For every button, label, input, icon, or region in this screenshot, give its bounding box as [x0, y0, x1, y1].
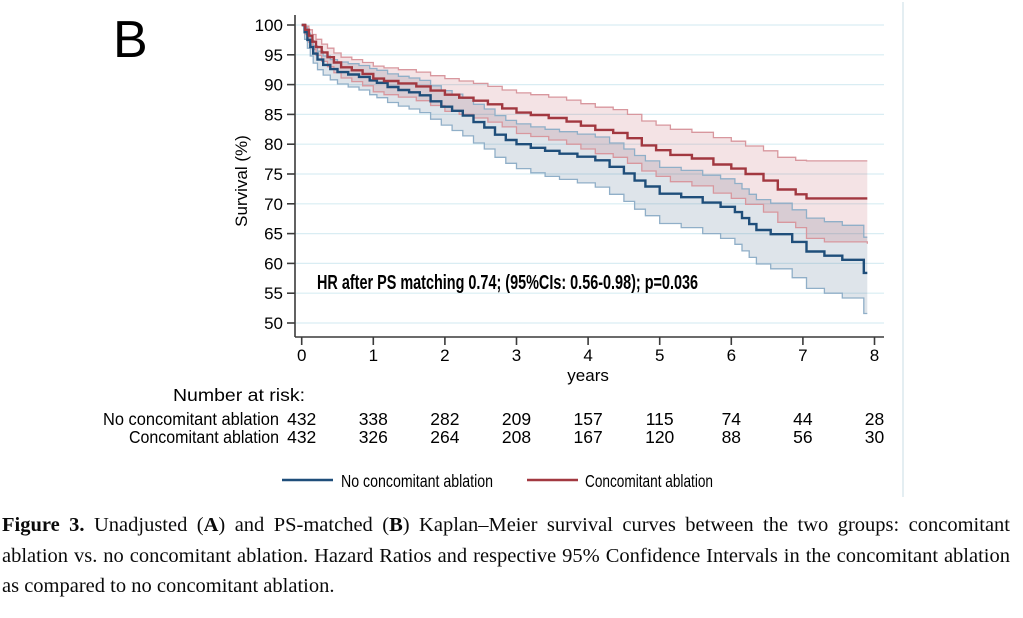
number-at-risk-title: Number at risk:: [173, 385, 305, 405]
risk-value-no-ablation-year-4: 157: [573, 409, 602, 429]
x-tick-label-7: 7: [798, 346, 807, 365]
x-tick-label-5: 5: [655, 346, 664, 365]
risk-value-ablation-year-1: 326: [359, 427, 388, 447]
risk-value-ablation-year-7: 56: [793, 427, 812, 447]
risk-value-no-ablation-year-1: 338: [359, 409, 388, 429]
y-tick-label-80: 80: [264, 135, 283, 154]
y-tick-label-65: 65: [264, 225, 283, 244]
risk-value-ablation-year-3: 208: [502, 427, 531, 447]
y-tick-label-75: 75: [264, 165, 283, 184]
y-tick-label-95: 95: [264, 46, 283, 65]
risk-value-no-ablation-year-7: 44: [793, 409, 813, 429]
x-tick-label-1: 1: [369, 346, 378, 365]
x-tick-label-3: 3: [512, 346, 521, 365]
risk-value-ablation-year-6: 88: [722, 427, 741, 447]
risk-value-no-ablation-year-0: 432: [287, 409, 316, 429]
x-tick-label-0: 0: [297, 346, 306, 365]
caption-segment: A: [203, 514, 219, 536]
risk-row-label-no-ablation: No concomitant ablation: [103, 409, 279, 429]
legend-label-ablation: Concomitant ablation: [585, 471, 713, 491]
ci-lower-edge-no-ablation: [301, 24, 868, 315]
caption-segment: Figure 3.: [2, 514, 94, 536]
risk-value-ablation-year-8: 30: [865, 427, 885, 447]
risk-value-ablation-year-5: 120: [645, 427, 674, 447]
y-tick-label-70: 70: [264, 195, 283, 214]
y-tick-label-60: 60: [264, 254, 283, 273]
survival-line-ablation: [301, 23, 868, 200]
y-tick-label-90: 90: [264, 76, 283, 95]
risk-value-ablation-year-4: 167: [573, 427, 602, 447]
hr-annotation: HR after PS matching 0.74; (95%CIs: 0.56…: [317, 272, 698, 294]
x-axis-title: years: [567, 366, 609, 385]
y-tick-label-55: 55: [264, 284, 283, 303]
risk-row-label-ablation: Concomitant ablation: [129, 427, 279, 447]
legend-label-no-ablation: No concomitant ablation: [341, 471, 493, 491]
risk-value-no-ablation-year-5: 115: [646, 409, 674, 429]
x-tick-label-4: 4: [583, 346, 592, 365]
caption-segment: Unadjusted (: [93, 514, 204, 536]
caption-segment: B: [389, 514, 403, 536]
figure-caption: Figure 3. Unadjusted (A) and PS-matched …: [2, 510, 1010, 602]
survival-line-no-ablation: [301, 23, 868, 275]
figure-panel-b: 100 95 90 85 80 75 70 65 60 55 50 0 1 2 3 4 5 6 7 8 years Sur…: [103, 2, 904, 497]
ci-upper-edge-ablation: [301, 24, 868, 162]
risk-value-no-ablation-year-8: 28: [865, 409, 884, 429]
y-tick-label-85: 85: [264, 105, 283, 124]
caption-segment: ) and PS-matched (: [218, 514, 390, 536]
ci-band-no-ablation: [301, 25, 868, 314]
risk-value-ablation-year-2: 264: [430, 427, 459, 447]
panel-label: B: [113, 11, 148, 69]
x-tick-label-6: 6: [727, 346, 736, 365]
risk-value-no-ablation-year-6: 74: [722, 409, 742, 429]
risk-value-no-ablation-year-2: 282: [430, 409, 459, 429]
ci-lower-edge-ablation: [301, 24, 868, 244]
x-tick-label-2: 2: [440, 346, 449, 365]
y-tick-label-100: 100: [255, 16, 283, 35]
x-tick-label-8: 8: [870, 346, 879, 365]
y-tick-label-50: 50: [264, 314, 283, 333]
risk-value-ablation-year-0: 432: [287, 427, 316, 447]
caption-segment: ) Kaplan–Meier survival curves between t…: [2, 514, 1010, 597]
y-axis-title: Survival (%): [232, 135, 251, 227]
risk-value-no-ablation-year-3: 209: [502, 409, 531, 429]
